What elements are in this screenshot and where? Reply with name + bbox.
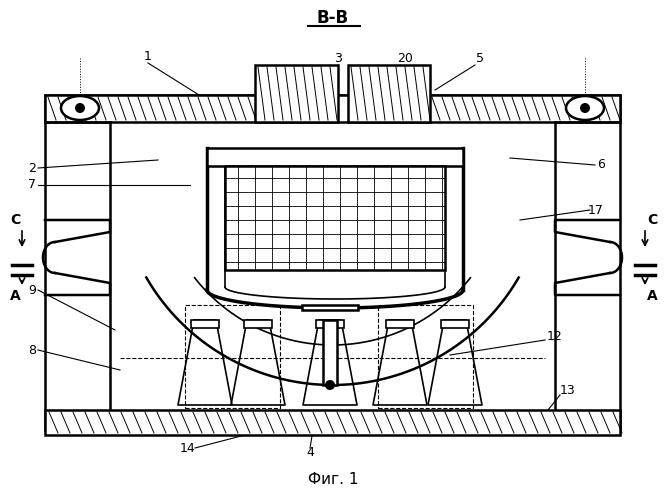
Bar [386, 320, 414, 328]
Bar [348, 65, 430, 122]
Text: 2: 2 [28, 162, 36, 174]
Ellipse shape [61, 96, 99, 120]
Text: 12: 12 [547, 330, 563, 342]
Text: 6: 6 [597, 158, 605, 172]
Bar [244, 320, 272, 328]
Bar [323, 320, 337, 385]
Circle shape [325, 380, 335, 390]
Bar [441, 320, 469, 328]
Text: 8: 8 [28, 344, 36, 356]
Bar [207, 148, 463, 166]
Text: 3: 3 [334, 52, 342, 66]
Bar [45, 410, 620, 435]
Bar [302, 305, 358, 310]
Bar [225, 166, 445, 270]
Bar [45, 95, 620, 430]
Text: 20: 20 [397, 52, 413, 66]
Text: 14: 14 [180, 442, 196, 454]
Bar [316, 320, 344, 328]
Bar [191, 320, 219, 328]
Bar [378, 305, 473, 408]
Text: A: A [9, 289, 21, 303]
Text: 5: 5 [476, 52, 484, 66]
Bar [45, 95, 620, 122]
Text: 7: 7 [28, 178, 36, 192]
Bar [185, 305, 280, 408]
Text: В-В: В-В [317, 9, 349, 27]
Text: A: A [646, 289, 658, 303]
Text: Фиг. 1: Фиг. 1 [307, 472, 358, 488]
Circle shape [580, 103, 590, 113]
Text: 9: 9 [28, 284, 36, 296]
Circle shape [75, 103, 85, 113]
Text: C: C [10, 213, 20, 227]
Text: 4: 4 [306, 446, 314, 460]
Text: C: C [647, 213, 657, 227]
Bar [255, 65, 338, 122]
Text: 13: 13 [560, 384, 576, 396]
Ellipse shape [566, 96, 604, 120]
Text: 1: 1 [144, 50, 152, 64]
Text: 17: 17 [588, 204, 604, 216]
